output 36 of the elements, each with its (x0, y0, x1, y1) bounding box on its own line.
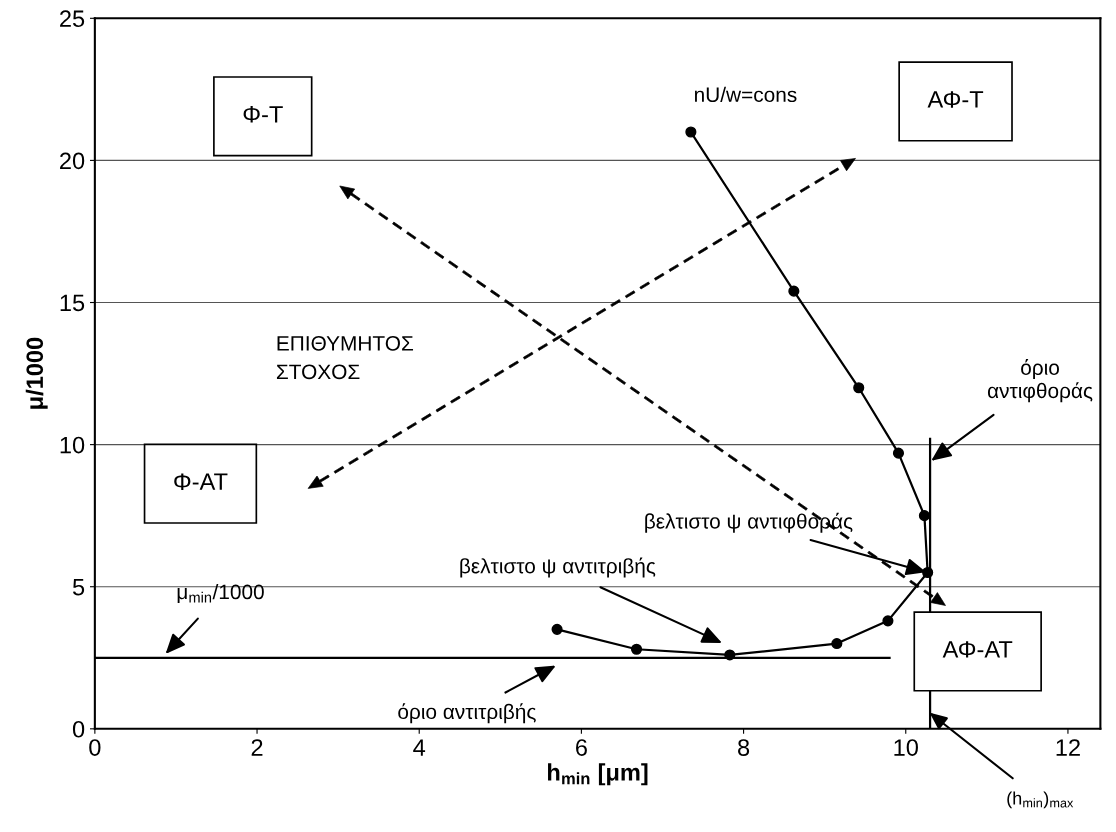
point (685, 126, 697, 138)
y-tick-label: 20 (60, 152, 85, 170)
point (831, 638, 843, 650)
point (892, 447, 905, 459)
x-tick-label: 4 (413, 739, 426, 756)
point (630, 643, 643, 655)
annotation: Φ-Τ (243, 106, 283, 123)
annotation: βελτιστο ψ αντιφθοράς (645, 512, 853, 533)
x-tick-label: 12 (1056, 739, 1080, 756)
annotation: Φ-ΑΤ (174, 473, 228, 490)
point (882, 615, 894, 627)
x-tick-label: 8 (738, 739, 750, 756)
y-tick-label: 0 (72, 720, 85, 738)
x-tick-label: 10 (894, 739, 918, 756)
y-axis-title: μ/1000 (25, 337, 48, 409)
y-tick-label: 10 (60, 436, 85, 454)
x-tick-label: 0 (89, 739, 101, 756)
point (853, 382, 865, 394)
y-tick-label: 25 (60, 10, 85, 28)
annotation: όριο αντιτριβής (398, 703, 536, 724)
annotation: ΑΦ-Τ (927, 91, 984, 108)
annotation: βελτιστο ψ αντιτριβής (460, 557, 656, 578)
point (918, 510, 930, 522)
annotation: ΑΦ-ΑΤ (942, 641, 1013, 658)
annotation: (h$_{min}$)$_{max}$ (1007, 791, 1074, 809)
x-tick-label: 6 (576, 739, 587, 756)
annotation: ΕΠΙΘΥΜΗΤΟΣ ΣΤΟΧΟΣ (276, 335, 414, 380)
point (551, 623, 563, 635)
annotation: όριο αντιφθοράς (987, 359, 1093, 403)
x-tick-label: 2 (251, 739, 263, 756)
y-tick-label: 5 (72, 579, 85, 596)
annotation: nU/w=cons (694, 86, 797, 103)
point (788, 285, 800, 297)
x-axis-title: h$_{min}$ [μm] (548, 763, 648, 786)
y-tick-label: 15 (60, 294, 85, 312)
annotation: μ$_{min}$/1000 (177, 584, 264, 604)
